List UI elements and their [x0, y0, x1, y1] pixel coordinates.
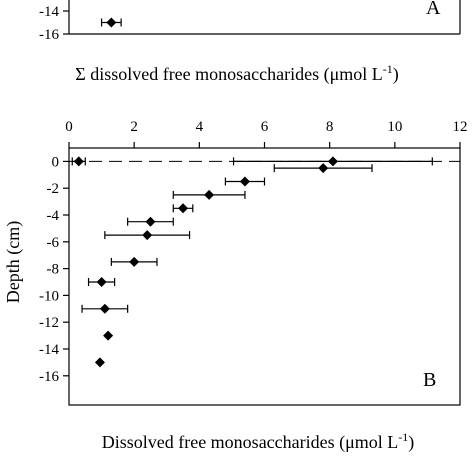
data-point: [96, 277, 107, 287]
y-tick-label: -14: [39, 4, 59, 20]
panel-b-x-axis-title: Dissolved free monosaccharides (μmol L-1…: [102, 430, 415, 453]
x-tick-label: 8: [326, 119, 334, 135]
data-point: [239, 176, 250, 187]
data-point: [145, 216, 156, 227]
x-tick-label: 0: [65, 119, 73, 135]
panel-a-label: A: [426, 0, 441, 19]
panel-b-plot-frame: [68, 147, 461, 406]
data-point: [204, 189, 215, 200]
x-tick-label: 4: [196, 119, 204, 135]
data-point: [99, 303, 110, 314]
panel-b: B Depth (cm) Dissolved free monosacchari…: [3, 119, 468, 453]
data-point: [106, 17, 117, 28]
y-tick-label: -6: [47, 235, 60, 251]
y-tick-label: -12: [39, 315, 59, 331]
x-tick-label: 2: [130, 119, 138, 135]
y-tick-label: -10: [39, 288, 59, 304]
y-tick-label: -8: [47, 262, 60, 278]
y-tick-label: -4: [47, 208, 60, 224]
y-tick-label: -2: [47, 181, 60, 197]
data-point: [103, 330, 114, 341]
panel-a: A Σ dissolved free monosaccharides (μmol…: [39, 0, 461, 85]
data-point: [129, 256, 140, 267]
x-tick-label: 12: [453, 119, 468, 135]
data-point: [318, 163, 329, 174]
panel-a-x-axis-title: Σ dissolved free monosaccharides (μmol L…: [75, 62, 399, 85]
y-tick-label: 0: [52, 154, 60, 170]
x-tick-label: 10: [387, 119, 402, 135]
y-tick-label: -16: [39, 27, 59, 43]
data-point: [94, 357, 105, 368]
y-tick-label: -16: [39, 369, 59, 385]
x-tick-label: 6: [261, 119, 269, 135]
data-point: [142, 230, 153, 241]
panel-b-y-axis-title: Depth (cm): [3, 221, 24, 303]
panel-b-label: B: [423, 369, 436, 391]
data-point: [178, 203, 189, 214]
data-point: [73, 156, 84, 167]
y-tick-label: -14: [39, 342, 59, 358]
data-point: [327, 156, 338, 167]
